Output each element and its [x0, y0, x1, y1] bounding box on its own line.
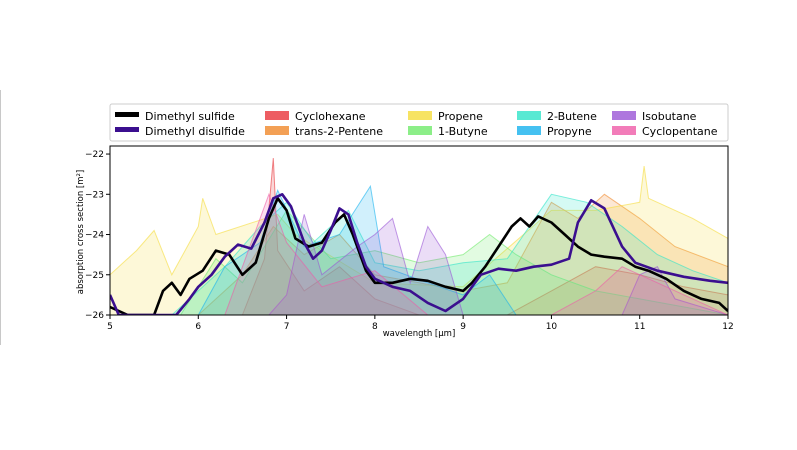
- series-area-cyclohexane: [110, 158, 728, 315]
- legend-label-isobutane: Isobutane: [642, 110, 697, 123]
- y-tick-label: −22: [85, 150, 104, 160]
- y-tick-label: −26: [85, 311, 104, 321]
- x-tick-label: 5: [107, 322, 113, 332]
- x-tick-label: 10: [546, 322, 558, 332]
- series-line-dimethyl-disulfide: [110, 193, 728, 315]
- legend-swatch-2-butene: [517, 111, 541, 120]
- y-axis-label: absorption cross section [m²]: [76, 170, 86, 294]
- legend: Dimethyl sulfide Dimethyl disulfide Cycloh…: [109, 103, 729, 142]
- plot-frame: [109, 145, 729, 316]
- y-tick-label: −23: [85, 190, 104, 200]
- legend-label-dimethyl-disulfide: Dimethyl disulfide: [145, 125, 245, 138]
- series-area-trans-2-pentene: [110, 193, 728, 315]
- legend-swatch-1-butyne: [408, 126, 432, 135]
- legend-swatch-isobutane: [612, 111, 636, 120]
- x-tick-label: 7: [284, 322, 290, 332]
- x-tick-label: 12: [722, 322, 733, 332]
- x-axis: 5 6 7 8 9 10 11 12: [107, 315, 734, 332]
- legend-label-2-butene: 2-Butene: [547, 110, 597, 123]
- y-axis: −22 −23 −24 −25 −26: [85, 150, 110, 321]
- series-area-1-butyne: [110, 209, 728, 315]
- legend-swatch-dimethyl-disulfide: [115, 127, 139, 132]
- legend-swatch-propene: [408, 111, 432, 120]
- area-series-group: [110, 158, 728, 315]
- line-series-group: [110, 193, 728, 315]
- legend-frame: [109, 103, 729, 142]
- x-tick-label: 8: [372, 322, 378, 332]
- legend-label-cyclopentane: Cyclopentane: [642, 125, 718, 138]
- legend-label-propyne: Propyne: [547, 125, 592, 138]
- series-line-dimethyl-sulfide: [110, 197, 728, 315]
- legend-label-cyclohexane: Cyclohexane: [295, 110, 366, 123]
- legend-label-1-butyne: 1-Butyne: [438, 125, 488, 138]
- legend-swatch-propyne: [517, 126, 541, 135]
- legend-swatch-dimethyl-sulfide: [115, 112, 139, 117]
- x-axis-label: wavelength [μm]: [383, 329, 456, 339]
- y-tick-label: −24: [85, 231, 104, 241]
- legend-label-trans-2-pentene: trans-2-Pentene: [295, 125, 383, 138]
- legend-label-dimethyl-sulfide: Dimethyl sulfide: [145, 110, 235, 123]
- x-tick-label: 6: [195, 322, 201, 332]
- x-tick-label: 9: [460, 322, 466, 332]
- y-tick-label: −25: [85, 271, 104, 281]
- x-tick-label: 11: [634, 322, 645, 332]
- left-border-line: [0, 90, 1, 345]
- legend-label-propene: Propene: [438, 110, 483, 123]
- series-area-propyne: [110, 184, 728, 315]
- legend-swatch-cyclohexane: [265, 111, 289, 120]
- legend-swatch-trans-2-pentene: [265, 126, 289, 135]
- legend-swatch-cyclopentane: [612, 126, 636, 135]
